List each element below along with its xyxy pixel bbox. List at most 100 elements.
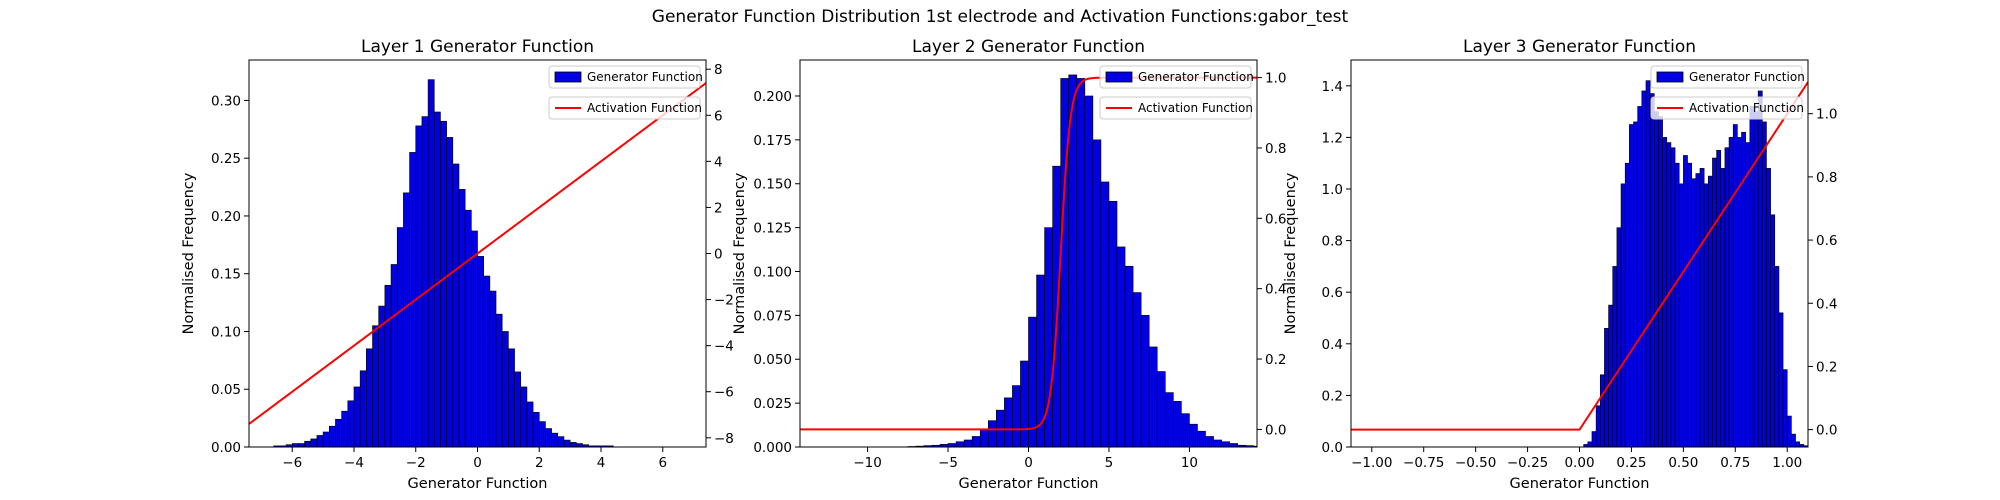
histogram-bar [1205, 436, 1214, 447]
y-axis-label: Normalised Frequency [181, 172, 197, 334]
legend-swatch [1656, 71, 1684, 83]
legend-label: Generator Function [1689, 70, 1805, 84]
histogram-bar [433, 111, 441, 447]
y2-tick-label: −6 [714, 385, 734, 401]
histogram-bar [1100, 181, 1110, 447]
legend-activation-function: Activation Function [548, 96, 702, 120]
y-tick-label: 0.10 [211, 324, 241, 340]
histogram-bar [1762, 121, 1767, 447]
histogram-bar [1649, 93, 1655, 447]
x-tick-label: 0.75 [1720, 455, 1750, 471]
y2-tick-label: 1.0 [1265, 71, 1286, 87]
histogram-bar [1749, 106, 1755, 447]
histogram-bar [1728, 137, 1734, 447]
y-tick-label: 0.000 [753, 440, 792, 456]
histogram-bar [415, 125, 423, 447]
histogram-bar [452, 163, 460, 447]
y2-tick-label: 4 [714, 154, 723, 170]
x-tick-label: −1.00 [1351, 455, 1392, 471]
histogram-bar [1695, 173, 1701, 447]
chart-panel-2: −10 −5 0 5 10 0.000 0.025 0.050 0.075 0.100 0.125 0… [732, 37, 1286, 492]
x-axis-label: Generator Function [408, 476, 548, 492]
histogram-bar [1213, 439, 1222, 447]
histogram-bar [1612, 266, 1618, 447]
histogram-bar [1156, 371, 1166, 447]
histogram-bar [1745, 142, 1751, 447]
legend-label: Activation Function [1138, 101, 1253, 115]
y-tick-label: 0.00 [211, 440, 241, 456]
histogram-bar [1637, 106, 1643, 447]
histogram-bar [1778, 312, 1784, 447]
y2-tick-label: 2 [714, 200, 723, 216]
y-tick-label: 0.0 [1322, 440, 1343, 456]
panel-title: Layer 1 Generator Function [361, 37, 594, 57]
x-tick-label: 0.25 [1616, 455, 1646, 471]
histogram-bar [1782, 369, 1788, 447]
y2-tick-label: 1.0 [1816, 107, 1837, 123]
histogram-bar [987, 420, 997, 447]
histogram-bar [359, 370, 367, 447]
y-axis-label: Normalised Frequency [732, 172, 748, 334]
histogram-bar [483, 275, 491, 447]
histogram-bar [366, 348, 373, 447]
histogram-bar [563, 439, 571, 447]
y2-tick-label: 0.4 [1816, 296, 1837, 312]
x-tick-label: 2 [535, 455, 544, 471]
panel-title: Layer 2 Generator Function [912, 37, 1145, 57]
y2-tick-label: −4 [714, 339, 734, 355]
histogram-bar [538, 421, 546, 447]
y2-tick-label: 0.4 [1265, 282, 1286, 298]
legend-generator-function: Generator Function [1650, 65, 1805, 89]
histogram-bar [576, 443, 583, 447]
activation-line [249, 82, 706, 425]
x-tick-label: −2 [406, 455, 426, 471]
y-tick-label: 0.2 [1322, 388, 1343, 404]
histogram-bar [545, 428, 552, 447]
legend-box [1099, 96, 1252, 120]
histogram-bar [557, 436, 565, 447]
histogram-bar [1683, 155, 1688, 447]
histogram-bar [403, 192, 410, 447]
histogram-bar [390, 264, 398, 447]
histogram-bar [1004, 397, 1013, 447]
y-tick-label: 0.100 [753, 264, 792, 280]
y2-tick-label: −8 [714, 431, 734, 447]
histogram-bar [1608, 304, 1614, 447]
x-axis-label: Generator Function [959, 476, 1099, 492]
histogram-bar [1599, 374, 1605, 447]
histogram-bar [1629, 124, 1634, 447]
histogram-bar [427, 79, 435, 447]
histogram-bar [1084, 95, 1094, 447]
histogram-bar [1716, 150, 1722, 447]
histogram-bar [471, 230, 478, 447]
histogram-bar [298, 443, 305, 447]
y2-tick-label: 6 [714, 108, 723, 124]
legend-label: Activation Function [1689, 101, 1804, 115]
x-tick-label: 0.50 [1668, 455, 1698, 471]
histogram-bar [1633, 121, 1638, 447]
histogram-bar [1616, 227, 1622, 447]
histogram-bar [1724, 147, 1730, 447]
legend-swatch [1105, 71, 1133, 83]
histogram-bar [955, 441, 965, 447]
histogram-bar [947, 443, 957, 447]
histogram-bar [335, 418, 342, 447]
legend-activation-function: Activation Function [1650, 96, 1804, 120]
y-tick-label: 0.05 [211, 382, 241, 398]
histogram-bar [304, 440, 312, 447]
histogram-bar [1770, 214, 1776, 447]
y-tick-label: 0.075 [753, 308, 792, 324]
histogram-bar [606, 445, 614, 447]
histogram-bars [1583, 80, 1808, 447]
y2-tick-label: 0.0 [1265, 422, 1286, 438]
x-tick-label: 1.00 [1772, 455, 1802, 471]
histogram-bar [1732, 124, 1738, 447]
histogram-bar [1092, 139, 1102, 447]
histogram-bar [1670, 147, 1676, 447]
y2-tick-label: 0 [714, 247, 723, 263]
histogram-bar [1795, 441, 1800, 447]
histogram-bar [1786, 415, 1792, 447]
legend-label: Generator Function [587, 70, 703, 84]
x-tick-label: −0.75 [1403, 455, 1444, 471]
